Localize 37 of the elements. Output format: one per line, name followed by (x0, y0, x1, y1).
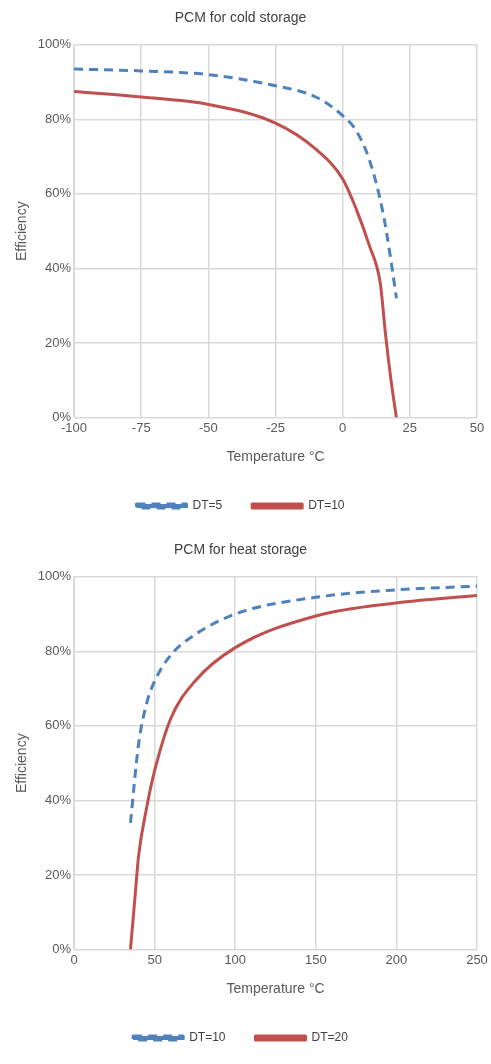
x-tick-label: -25 (266, 419, 285, 435)
x-tick-label: 150 (304, 951, 327, 967)
y-axis-title: Efficiency (13, 733, 30, 794)
line-series (74, 89, 398, 418)
x-tick-label: 250 (466, 951, 488, 967)
line-series (74, 67, 398, 300)
y-tick-label: 100% (37, 36, 72, 52)
x-axis-title: Temperature °C (226, 448, 325, 465)
y-axis-title: Efficiency (13, 201, 30, 262)
y-tick-label: 80% (45, 642, 72, 658)
y-tick-label: 60% (45, 185, 72, 201)
x-tick-label: 50 (469, 419, 485, 435)
chart-title: PCM for cold storage (174, 9, 307, 26)
x-tick-label: -75 (131, 419, 151, 435)
y-tick-label: 80% (45, 110, 72, 126)
y-tick-label: 40% (45, 792, 72, 808)
x-tick-label: -50 (198, 419, 218, 435)
y-tick-label: 20% (45, 334, 72, 350)
x-tick-label: 100 (224, 951, 247, 967)
line-series (128, 593, 477, 950)
legend-label: DT=10 (189, 1030, 226, 1045)
y-tick-label: 0% (52, 941, 72, 957)
legend-label: DT=5 (192, 498, 223, 513)
y-tick-label: 20% (45, 866, 72, 882)
x-tick-label: 0 (70, 951, 78, 967)
x-tick-label: 200 (385, 951, 408, 967)
line-series (128, 584, 477, 825)
y-tick-label: 40% (45, 260, 72, 276)
legend-label: DT=20 (311, 1030, 349, 1045)
y-tick-label: 60% (45, 717, 72, 733)
x-tick-label: 0 (339, 419, 347, 435)
x-tick-label: 25 (402, 419, 418, 435)
legend-label: DT=10 (308, 498, 345, 513)
x-axis-title: Temperature °C (226, 980, 325, 997)
x-tick-label: 50 (147, 951, 162, 967)
chart-title: PCM for heat storage (173, 541, 308, 558)
y-tick-label: 100% (37, 568, 72, 584)
